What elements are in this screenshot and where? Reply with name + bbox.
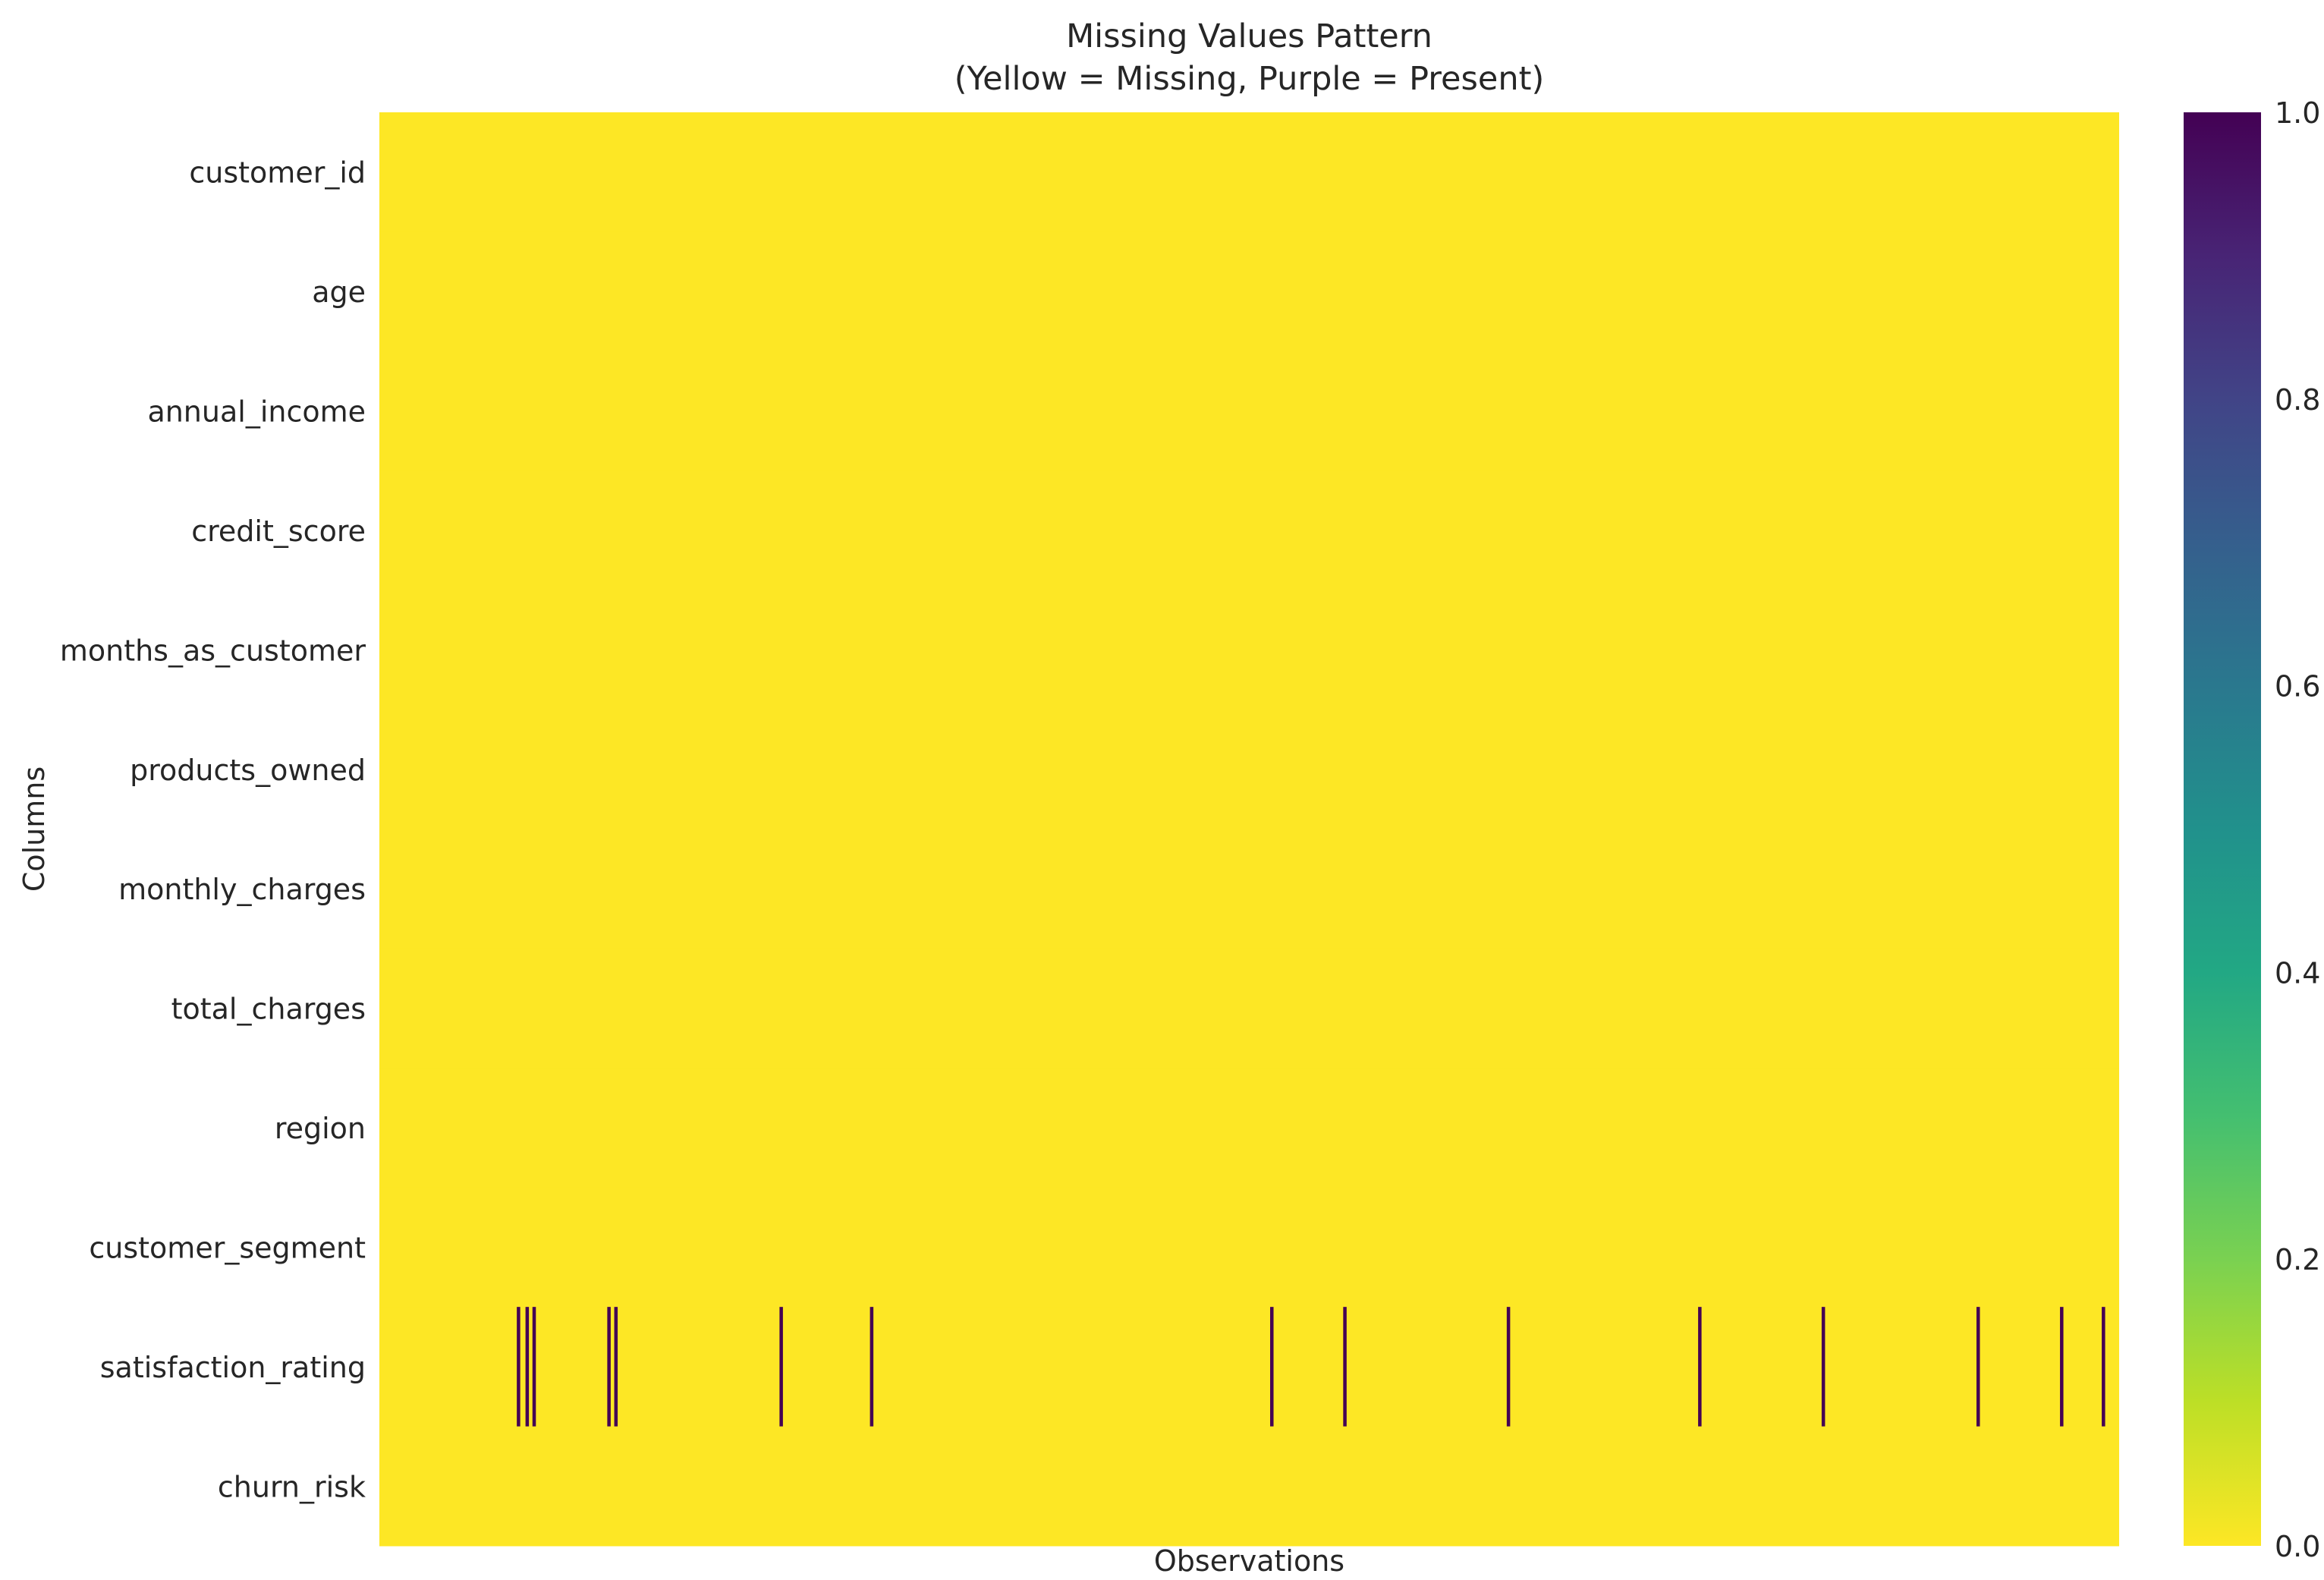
- heatmap-cell-satisfaction_rating-obs-84: [525, 1307, 530, 1427]
- chart-title: Missing Values Pattern (Yellow = Missing,…: [954, 17, 1545, 98]
- y-tick-label-customer_id: customer_id: [189, 156, 366, 190]
- colorbar-tick-label: 0.2: [2275, 1243, 2320, 1276]
- heatmap-row-customer_segment: [379, 1187, 2119, 1308]
- y-axis-title: Columns: [17, 766, 51, 892]
- heatmap-cell-satisfaction_rating-obs-512: [1270, 1307, 1274, 1427]
- colorbar-gradient: [2184, 112, 2261, 1546]
- colorbar-tick-label: 0.6: [2275, 670, 2320, 703]
- heatmap-row-credit_score: [379, 471, 2119, 591]
- heatmap-cell-satisfaction_rating-obs-88: [532, 1307, 536, 1427]
- y-tick-label-satisfaction_rating: satisfaction_rating: [100, 1351, 366, 1384]
- heatmap-cell-satisfaction_rating-obs-282: [870, 1307, 874, 1427]
- heatmap-row-total_charges: [379, 948, 2119, 1069]
- y-tick-label-age: age: [312, 275, 366, 309]
- y-tick-label-total_charges: total_charges: [171, 993, 366, 1026]
- heatmap-row-annual_income: [379, 351, 2119, 471]
- heatmap-cell-satisfaction_rating-obs-135: [614, 1307, 618, 1427]
- y-tick-label-churn_risk: churn_risk: [218, 1470, 366, 1503]
- heatmap-row-churn_risk: [379, 1426, 2119, 1547]
- heatmap-row-age: [379, 231, 2119, 352]
- heatmap-row-monthly_charges: [379, 829, 2119, 949]
- heatmap-cell-satisfaction_rating-obs-918: [1976, 1307, 1980, 1427]
- heatmap-row-satisfaction_rating: [379, 1307, 2119, 1427]
- heatmap-row-products_owned: [379, 710, 2119, 829]
- colorbar-tick-label: 0.8: [2275, 383, 2320, 417]
- heatmap-row-customer_id: [379, 112, 2119, 232]
- y-tick-label-months_as_customer: months_as_customer: [60, 634, 366, 667]
- heatmap-cell-satisfaction_rating-obs-966: [2060, 1307, 2064, 1427]
- heatmap-cell-satisfaction_rating-obs-648: [1506, 1307, 1511, 1427]
- chart-title-line-2: (Yellow = Missing, Purple = Present): [954, 60, 1545, 98]
- heatmap-row-region: [379, 1068, 2119, 1188]
- heatmap-cell-satisfaction_rating-obs-758: [1698, 1307, 1702, 1427]
- y-tick-label-monthly_charges: monthly_charges: [118, 873, 366, 906]
- x-axis-label: Observations: [1154, 1544, 1344, 1578]
- y-tick-label-region: region: [275, 1112, 366, 1145]
- chart-title-line-1: Missing Values Pattern: [1066, 17, 1432, 55]
- y-tick-label-customer_segment: customer_segment: [89, 1231, 366, 1264]
- y-tick-label-credit_score: credit_score: [191, 515, 366, 548]
- colorbar-tick-label: 1.0: [2275, 96, 2320, 130]
- heatmap-cell-satisfaction_rating-obs-79: [517, 1307, 520, 1427]
- heatmap-cell-satisfaction_rating-obs-230: [779, 1307, 783, 1427]
- y-tick-label-products_owned: products_owned: [130, 754, 366, 787]
- heatmap-plot-area: [379, 112, 2119, 1547]
- y-axis-label: Columns: [17, 766, 51, 892]
- heatmap-row-months_as_customer: [379, 590, 2119, 710]
- heatmap-cell-satisfaction_rating-obs-131: [607, 1307, 611, 1427]
- heatmap-cell-satisfaction_rating-obs-829: [1821, 1307, 1826, 1427]
- y-tick-label-annual_income: annual_income: [147, 395, 366, 429]
- colorbar-tick-label: 0.0: [2275, 1530, 2320, 1563]
- heatmap-cell-satisfaction_rating-obs-554: [1343, 1307, 1347, 1427]
- x-axis-title: Observations: [1154, 1544, 1344, 1577]
- colorbar: 0.0 0.2 0.4 0.6 0.8 1.0: [2184, 96, 2320, 1563]
- heatmap-cell-satisfaction_rating-obs-990: [2102, 1307, 2105, 1427]
- colorbar-tick-label: 0.4: [2275, 956, 2320, 990]
